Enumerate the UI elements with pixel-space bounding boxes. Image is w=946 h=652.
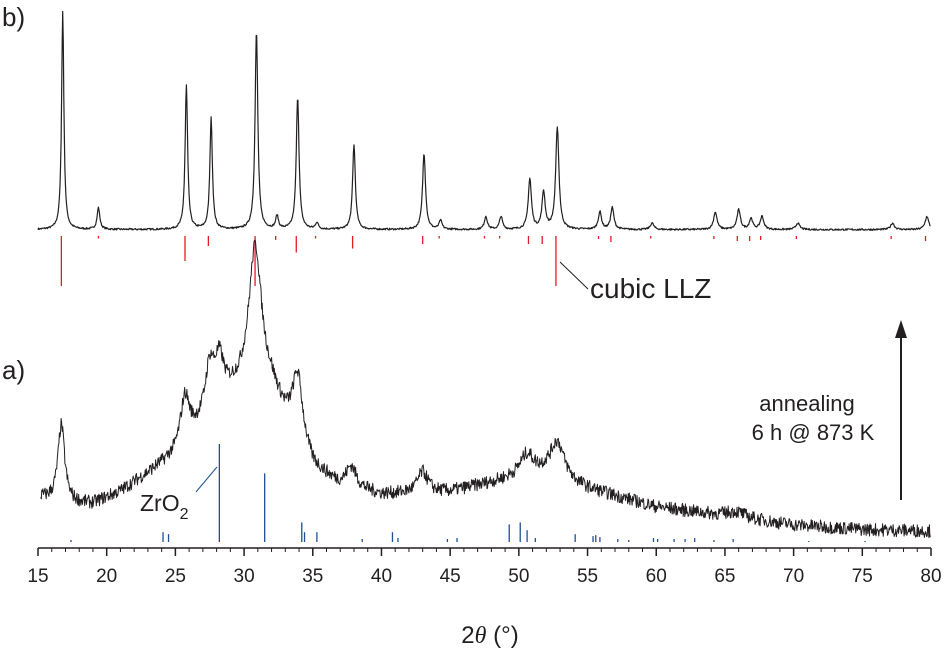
annealing-arrow-head <box>895 320 907 338</box>
x-axis-ticks: 15 20 25 30 35 40 45 50 55 60 65 70 75 80 <box>27 548 942 587</box>
x-tick-label: 30 <box>234 566 255 587</box>
panel-a-label: a) <box>2 355 25 385</box>
x-axis-title-unit: (°) <box>486 622 518 649</box>
x-tick-label: 80 <box>920 566 941 587</box>
x-tick-label: 55 <box>577 566 598 587</box>
x-axis-title: 2θ (°) <box>461 622 518 649</box>
x-axis: 15 20 25 30 35 40 45 50 55 60 65 70 75 80 2θ (°) <box>27 547 942 649</box>
x-tick-label: 40 <box>371 566 392 587</box>
llz-reference-sticks <box>60 236 927 286</box>
x-tick-label: 45 <box>440 566 461 587</box>
x-axis-title-theta: θ <box>475 623 487 649</box>
panel-b-label: b) <box>2 2 25 32</box>
llz-reference-label: cubic LLZ <box>590 273 711 304</box>
panel-a: a) ZrO2 <box>2 239 931 542</box>
x-tick-label: 70 <box>783 566 804 587</box>
x-tick-label: 20 <box>96 566 117 587</box>
x-tick-label: 15 <box>27 566 48 587</box>
annotation-line-1: annealing <box>759 391 854 416</box>
x-tick-label: 35 <box>302 566 323 587</box>
x-axis-title-prefix: 2 <box>461 622 474 649</box>
zro2-reference-sticks <box>70 444 866 542</box>
x-tick-label: 25 <box>165 566 186 587</box>
x-tick-label: 60 <box>646 566 667 587</box>
zro2-label-subscript: 2 <box>180 506 189 523</box>
trace-a-line <box>40 239 931 538</box>
annealing-annotation: annealing 6 h @ 873 K <box>752 320 907 500</box>
zro2-label-leader <box>195 466 218 493</box>
annotation-line-2: 6 h @ 873 K <box>752 420 875 445</box>
zro2-reference-label: ZrO2 <box>140 490 189 523</box>
x-tick-label: 75 <box>852 566 873 587</box>
panel-b: b) cubic LLZ <box>2 2 931 304</box>
trace-b-line <box>37 10 931 231</box>
zro2-label-main: ZrO <box>140 490 180 516</box>
x-tick-label: 65 <box>714 566 735 587</box>
x-tick-label: 50 <box>508 566 529 587</box>
llz-label-leader <box>559 261 589 290</box>
